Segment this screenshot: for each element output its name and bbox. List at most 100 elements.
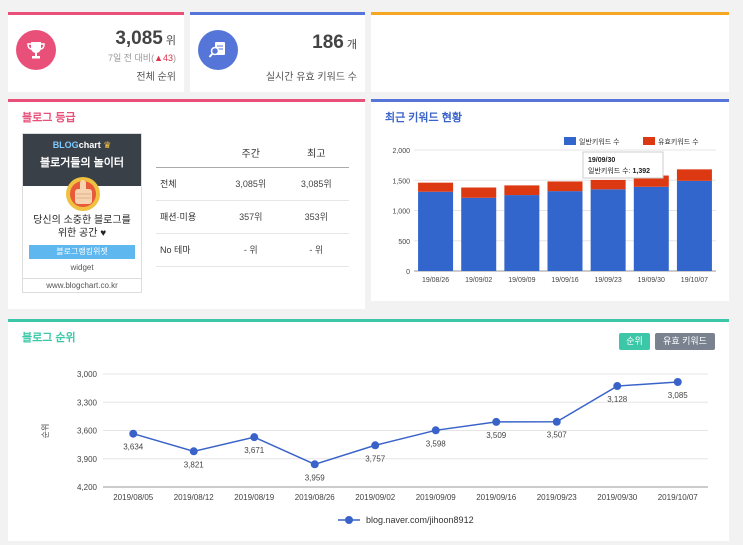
bar-normal-keywords bbox=[461, 197, 497, 271]
bar-valid-keywords bbox=[547, 181, 583, 192]
data-label: 3,671 bbox=[244, 446, 265, 455]
x-tick-label: 19/09/16 bbox=[551, 277, 578, 284]
keyword-count-card: 186 개 실시간 유효 키워드 수 bbox=[190, 12, 365, 92]
tooltip-date: 19/09/30 bbox=[588, 157, 615, 164]
x-tick-label: 2019/08/26 bbox=[295, 493, 336, 502]
section-title: 최근 키워드 현황 bbox=[385, 112, 462, 124]
data-point bbox=[552, 417, 561, 426]
rank-tab-button[interactable]: 순위 bbox=[619, 333, 650, 350]
data-label: 3,821 bbox=[184, 460, 205, 469]
y-tick-label: 2,000 bbox=[392, 148, 410, 155]
widget-logo: BLOGchart ♛ bbox=[52, 140, 112, 150]
data-label: 3,959 bbox=[305, 473, 326, 482]
legend-swatch-valid bbox=[643, 137, 655, 145]
keyword-count-value: 186 개 bbox=[312, 32, 357, 53]
empty-card bbox=[371, 12, 729, 92]
data-label: 3,757 bbox=[365, 454, 386, 463]
y-tick-label: 3,000 bbox=[77, 370, 98, 379]
data-label: 3,507 bbox=[547, 431, 568, 440]
data-point bbox=[371, 441, 380, 450]
widget-caption: widget bbox=[70, 263, 94, 272]
best-rank: 3,085위 bbox=[283, 167, 349, 201]
table-row: 패션·미용 357위 353위 bbox=[156, 200, 349, 234]
card-accent bbox=[8, 12, 184, 15]
widget-ranking-button[interactable]: 블로그랭킹위젯 bbox=[29, 245, 135, 259]
keyword-status-panel: 최근 키워드 현황 0 500 1,000 1,500 2,000 일반키워드 수 유효키워… bbox=[371, 99, 729, 301]
table-header-row: 주간 최고 bbox=[156, 139, 349, 168]
y-tick-label: 3,900 bbox=[77, 455, 98, 464]
best-rank: 353위 bbox=[283, 200, 349, 234]
x-tick-label: 19/09/23 bbox=[595, 277, 622, 284]
panel-accent bbox=[371, 99, 729, 102]
y-tick-label: 1,500 bbox=[392, 178, 410, 185]
bar-valid-keywords bbox=[633, 175, 669, 187]
trophy-icon bbox=[16, 30, 56, 70]
legend-marker bbox=[345, 516, 353, 524]
widget-url[interactable]: www.blogchart.co.kr bbox=[23, 278, 141, 292]
bar-valid-keywords bbox=[504, 185, 540, 196]
valid-keyword-tab-button[interactable]: 유효 키워드 bbox=[655, 333, 715, 350]
y-tick-label: 0 bbox=[406, 269, 410, 276]
widget-text: 당신의 소중한 블로그를 위한 공간 ♥ bbox=[33, 215, 131, 239]
table-header: 주간 bbox=[218, 139, 284, 168]
y-tick-label: 1,000 bbox=[392, 209, 410, 216]
bar-normal-keywords bbox=[676, 180, 712, 271]
legend-swatch-normal bbox=[564, 137, 576, 145]
weekly-rank: 3,085위 bbox=[218, 167, 284, 201]
table-header: 최고 bbox=[283, 139, 349, 168]
data-point bbox=[673, 378, 682, 387]
data-point bbox=[310, 460, 319, 469]
y-tick-label: 3,300 bbox=[77, 398, 98, 407]
x-tick-label: 2019/09/09 bbox=[416, 493, 457, 502]
x-tick-label: 2019/08/12 bbox=[174, 493, 215, 502]
x-tick-label: 2019/09/23 bbox=[537, 493, 578, 502]
row-name: No 테마 bbox=[156, 233, 218, 267]
table-header bbox=[156, 139, 218, 168]
rank-line-chart: 3,000 3,300 3,600 3,900 4,200 순위 3,634 2019/08/… bbox=[41, 370, 708, 525]
panel-accent bbox=[8, 319, 729, 322]
data-label: 3,128 bbox=[607, 395, 628, 404]
card-accent bbox=[190, 12, 365, 15]
series-line bbox=[133, 381, 678, 466]
x-tick-label: 2019/08/05 bbox=[113, 493, 154, 502]
weekly-rank: - 위 bbox=[218, 233, 284, 267]
table-row: 전체 3,085위 3,085위 bbox=[156, 167, 349, 201]
card-accent bbox=[371, 12, 729, 15]
bar-valid-keywords bbox=[418, 182, 454, 192]
data-label: 3,598 bbox=[426, 439, 447, 448]
tooltip-value: 일반키워드 수: 1,392 bbox=[588, 166, 650, 175]
bar-normal-keywords bbox=[418, 191, 454, 271]
x-tick-label: 2019/10/07 bbox=[658, 493, 699, 502]
keyword-bar-chart: 0 500 1,000 1,500 2,000 일반키워드 수 유효키워드 수 19/08/2… bbox=[392, 137, 716, 284]
data-point bbox=[189, 447, 198, 456]
rank-card: 3,085 위 7일 전 대비(▲43) 전체 순위 bbox=[8, 12, 184, 92]
x-tick-label: 2019/09/30 bbox=[597, 493, 638, 502]
thumbs-up-icon bbox=[61, 174, 105, 212]
legend-label-normal: 일반키워드 수 bbox=[579, 137, 620, 146]
data-point bbox=[492, 417, 501, 426]
blog-grade-panel: 블로그 등급 BLOGchart ♛ 블로거들의 놀이터 당신의 소중한 블로그… bbox=[8, 99, 365, 309]
chart-tooltip: 19/09/30 일반키워드 수: 1,392 bbox=[582, 151, 664, 179]
x-tick-label: 19/10/07 bbox=[681, 277, 708, 284]
blogchart-widget[interactable]: BLOGchart ♛ 블로거들의 놀이터 당신의 소중한 블로그를 위한 공간… bbox=[22, 133, 142, 293]
section-title: 블로그 순위 bbox=[22, 332, 76, 344]
weekly-rank: 357위 bbox=[218, 200, 284, 234]
bar-valid-keywords bbox=[461, 187, 497, 198]
y-axis-label: 순위 bbox=[41, 424, 50, 439]
y-tick-label: 3,600 bbox=[77, 427, 98, 436]
document-search-icon bbox=[198, 30, 238, 70]
bar-normal-keywords bbox=[633, 186, 669, 271]
rank-value: 3,085 위 bbox=[115, 28, 176, 49]
x-tick-label: 2019/08/19 bbox=[234, 493, 275, 502]
x-tick-label: 19/09/09 bbox=[508, 277, 535, 284]
data-point bbox=[250, 433, 259, 442]
data-label: 3,085 bbox=[668, 391, 689, 400]
data-label: 3,634 bbox=[123, 443, 144, 452]
legend-label-valid: 유효키워드 수 bbox=[658, 137, 699, 146]
rank-label: 전체 순위 bbox=[136, 72, 176, 83]
data-point bbox=[129, 429, 138, 438]
table-row: No 테마 - 위 - 위 bbox=[156, 233, 349, 267]
y-tick-label: 4,200 bbox=[77, 483, 98, 492]
bar-valid-keywords bbox=[676, 169, 712, 181]
blog-rank-panel: 블로그 순위 순위 유효 키워드 3,000 3,300 3,600 3,900 4,2… bbox=[8, 319, 729, 541]
